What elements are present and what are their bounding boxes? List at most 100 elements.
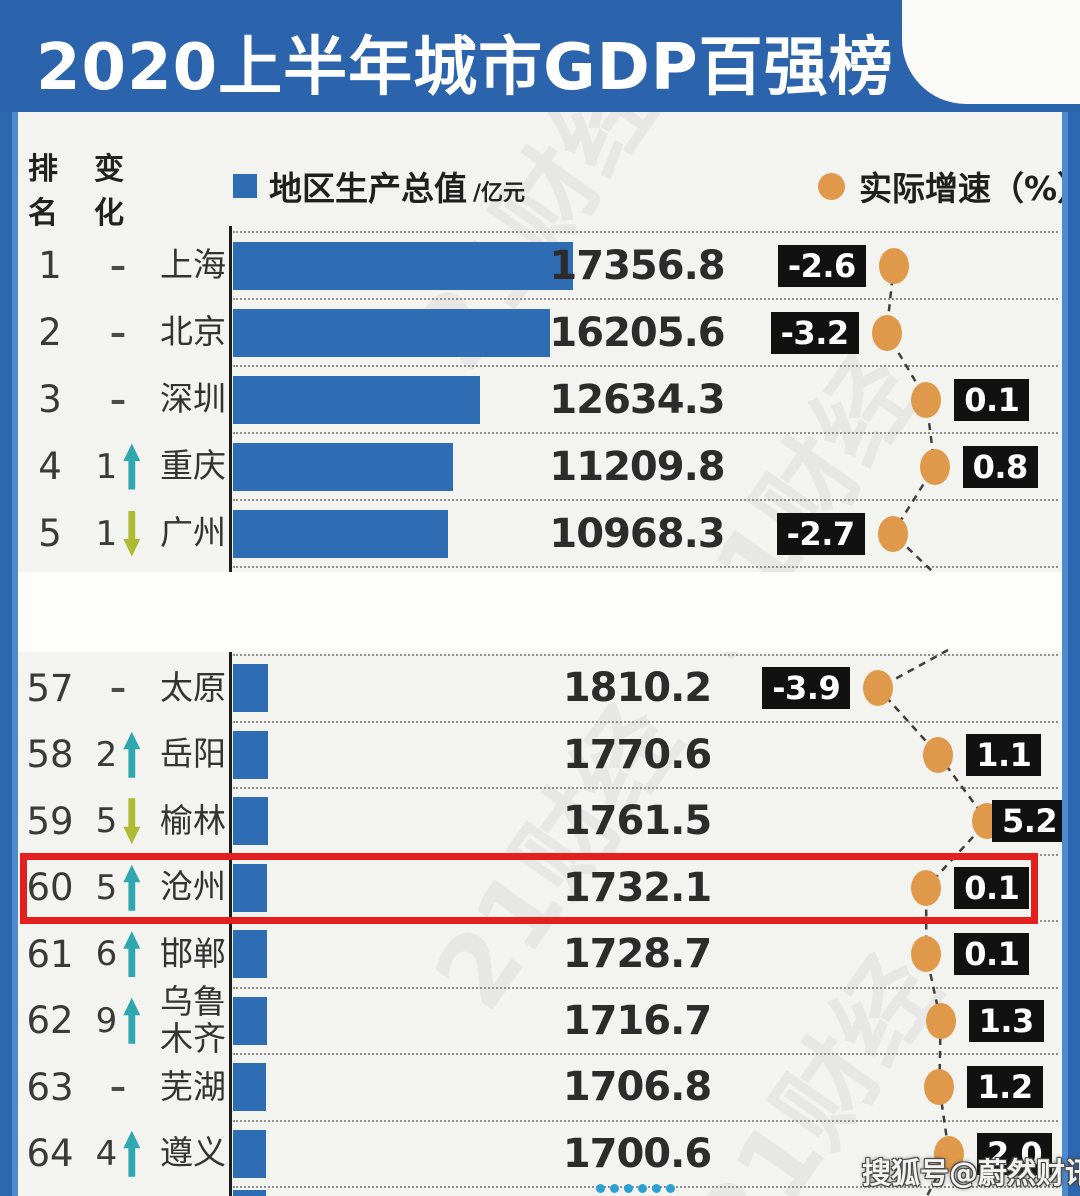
change-amount: 4 [95, 1133, 118, 1174]
change-cell: – [86, 1054, 150, 1121]
no-change-dash: – [110, 1068, 126, 1107]
row-separator-line [233, 1119, 1058, 1122]
change-cell: – [86, 232, 150, 299]
rank-down-arrow-icon [123, 798, 141, 845]
row-separator-line [233, 365, 1058, 367]
table-row: 5 1 广州 10968.3 [0, 500, 1080, 567]
rank-cell: 5 [38, 512, 62, 555]
city-label: 邯郸 [160, 933, 226, 973]
change-cell: 2 [86, 722, 150, 789]
table-row: 58 2 岳阳 1770.6 [0, 722, 1080, 789]
gdp-bar [233, 664, 268, 713]
table-row: 1 – 上海 17356.8 [0, 232, 1080, 299]
gdp-bar [233, 996, 267, 1045]
row-separator-line [233, 432, 1058, 434]
legend-growth-label: 实际增速（%） [859, 169, 1080, 208]
change-amount: 5 [95, 801, 118, 842]
city-label: 榆林 [160, 800, 226, 840]
gdp-value: 1728.7 [562, 931, 712, 978]
value-axis-line [229, 226, 232, 572]
rank-up-arrow-icon [123, 443, 141, 490]
rank-cell: 62 [26, 999, 74, 1043]
growth-dot-swatch-icon [818, 172, 845, 200]
change-cell: – [86, 299, 150, 366]
gdp-value: 17356.8 [549, 242, 725, 289]
city-label: 芜湖 [160, 1066, 226, 1106]
table-row: 57– 太原 1810.2 [0, 655, 1080, 722]
table-row: 63– 芜湖 1706.8 [0, 1054, 1080, 1121]
city-label: 广州 [160, 513, 226, 553]
change-amount: 5 [95, 867, 118, 908]
legend-gdp: 地区生产总值 /亿元 [233, 162, 525, 210]
next-row-bar-stub [233, 1190, 266, 1196]
no-change-dash: – [110, 380, 126, 419]
change-cell: 5 [86, 788, 150, 855]
table-row: 64 4 遵义 1700.6 [0, 1121, 1080, 1188]
city-label: 太原 [160, 667, 226, 707]
legend-gdp-unit: /亿元 [473, 181, 526, 206]
rank-down-arrow-icon [123, 510, 141, 557]
legend-growth: 实际增速（%） [818, 162, 1080, 210]
row-separator-line [233, 566, 1058, 568]
no-change-dash: – [110, 246, 126, 285]
gdp-value: 1761.5 [562, 798, 712, 845]
table-row: 4 1 重庆 11209.8 [0, 433, 1080, 500]
gdp-bar [233, 797, 268, 846]
gdp-bar [233, 730, 268, 779]
change-cell: 6 [86, 921, 150, 988]
gdp-bar [233, 308, 550, 357]
gdp-bar [233, 375, 480, 424]
highlight-box [20, 852, 1038, 924]
gdp-value: 11209.8 [549, 443, 725, 490]
gdp-value: 16205.6 [549, 309, 725, 356]
rank-cell: 61 [26, 932, 74, 976]
gdp-value: 1716.7 [562, 997, 712, 1044]
change-cell: – [86, 366, 150, 433]
change-amount: 6 [95, 934, 118, 975]
table-row: 60 5 沧州 1732.1 [0, 855, 1080, 922]
rank-cell: 3 [38, 378, 62, 421]
rank-cell: 63 [26, 1065, 74, 1109]
gdp-bar [233, 509, 448, 558]
rank-up-arrow-icon [123, 997, 141, 1044]
gdp-bar-swatch-icon [233, 174, 257, 198]
change-cell: 9 [86, 988, 150, 1055]
row-separator-line [233, 499, 1058, 501]
no-change-dash: – [110, 669, 126, 708]
row-separator-line [233, 654, 1058, 656]
rank-cell: 1 [38, 244, 62, 287]
row-separator-line [233, 231, 1058, 233]
row-separator-line [233, 298, 1058, 300]
rank-cell: 58 [26, 733, 74, 777]
change-cell: 4 [86, 1121, 150, 1188]
table-row: 61 6 邯郸 1728.7 [0, 921, 1080, 988]
change-column-header: 变化 [94, 152, 124, 231]
gdp-bar [233, 1063, 266, 1112]
change-amount: 1 [95, 513, 118, 554]
gdp-bar [233, 442, 453, 491]
gdp-value: 1700.6 [562, 1130, 712, 1177]
change-cell: 1 [86, 433, 150, 500]
city-label: 上海 [160, 245, 226, 285]
table-row: 2 – 北京 16205.6 [0, 299, 1080, 366]
row-separator-line [233, 1053, 1058, 1055]
rank-cell: 2 [38, 311, 62, 354]
rank-cell: 57 [26, 666, 74, 710]
left-edge-strip [0, 0, 18, 1196]
table-row: 59 5 榆林 1761.5 [0, 788, 1080, 855]
gdp-value: 12634.3 [549, 376, 725, 423]
rank-cell: 64 [26, 1132, 74, 1176]
rank-column-header: 排名 [28, 152, 58, 231]
change-cell: 1 [86, 500, 150, 567]
rank-up-arrow-icon [123, 731, 141, 778]
gdp-bar [233, 1129, 266, 1178]
right-edge-strip [1062, 0, 1080, 1196]
change-amount: 9 [95, 1000, 118, 1041]
row-separator-line [233, 787, 1058, 789]
no-change-dash: – [110, 313, 126, 352]
city-label: 重庆 [160, 446, 226, 486]
gdp-bar [233, 241, 573, 290]
table-row: 62 9 乌鲁木齐 1716.7 [0, 983, 1080, 1057]
